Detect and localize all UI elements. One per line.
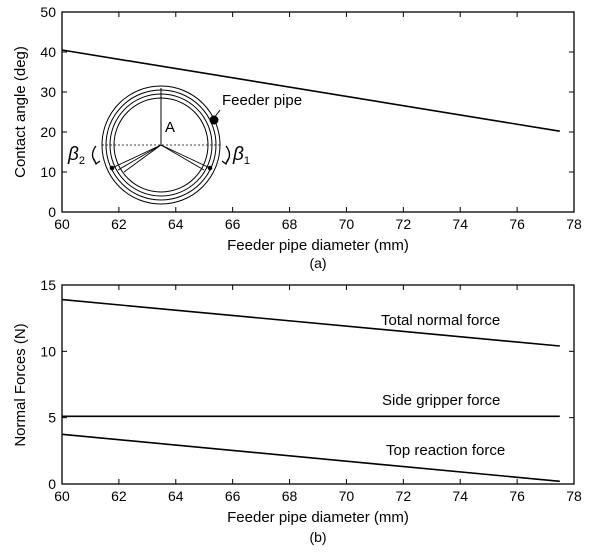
panel-a: 60 62 64 66 68 70 72 74 76 78 0 10 20 30 40 50 Feeder p… — [12, 4, 582, 271]
beta1-symbol: β — [232, 144, 244, 165]
series-line-b-2 — [61, 433, 560, 483]
panel-b: 60 62 64 66 68 70 72 74 76 78 0 5 10 15 Total normal … — [12, 277, 582, 545]
x-tick-label-b-68: 68 — [282, 488, 298, 504]
contact-line-right — [160, 144, 211, 169]
series-label-top-reaction-force: Top reaction force — [386, 442, 505, 459]
x-tick-label-b-76: 76 — [509, 488, 525, 504]
y-tick-label-b-5: 5 — [48, 410, 56, 426]
x-tick-label-a-60: 60 — [54, 216, 70, 232]
x-tick-label-b-72: 72 — [396, 488, 412, 504]
x-tick-label-a-62: 62 — [111, 216, 127, 232]
y-tick-label-a-0: 0 — [48, 204, 56, 220]
beta2-subscript: 2 — [79, 155, 85, 167]
contact-point-left — [109, 165, 115, 171]
plot-frame-b — [61, 284, 575, 485]
y-tick-label-a-20: 20 — [40, 124, 56, 140]
y-tick-label-b-15: 15 — [40, 277, 56, 293]
x-tick-label-b-70: 70 — [339, 488, 355, 504]
inset-label-feeder-pipe: Feeder pipe — [222, 92, 302, 109]
x-tick-label-a-64: 64 — [168, 216, 184, 232]
series-line-a-0 — [61, 49, 560, 132]
series-line-b-0 — [61, 298, 560, 347]
caption-b: (b) — [309, 529, 326, 545]
y-tick-label-a-30: 30 — [40, 84, 56, 100]
x-tick-label-a-70: 70 — [339, 216, 355, 232]
x-tick-label-a-68: 68 — [282, 216, 298, 232]
x-tick-label-b-74: 74 — [452, 488, 468, 504]
x-tick-label-a-74: 74 — [452, 216, 468, 232]
beta1-subscript: 1 — [244, 155, 250, 167]
inset-pipe-diagram — [91, 85, 231, 205]
y-tick-label-a-10: 10 — [40, 164, 56, 180]
ticks-a: 60 62 64 66 68 70 72 74 76 78 0 10 20 30 40 50 — [40, 4, 582, 232]
x-tick-label-b-60: 60 — [54, 488, 70, 504]
ticks-b: 60 62 64 66 68 70 72 74 76 78 0 5 10 15 — [40, 277, 582, 504]
pipe-pointer-dot — [209, 115, 219, 125]
plot-frame-a — [61, 11, 575, 213]
x-tick-label-b-66: 66 — [225, 488, 241, 504]
beta2-arrowhead — [93, 158, 101, 165]
series-lines-a — [61, 49, 560, 132]
series-label-side-gripper-force: Side gripper force — [382, 392, 500, 409]
contact-line-left-3 — [123, 144, 162, 173]
x-tick-label-a-72: 72 — [396, 216, 412, 232]
y-tick-label-b-10: 10 — [40, 343, 56, 359]
contact-line-right-2 — [160, 144, 205, 171]
contact-line-left — [111, 144, 162, 169]
y-axis-label-b: Normal Forces (N) — [12, 323, 29, 446]
x-tick-label-a-76: 76 — [509, 216, 525, 232]
inset-label-beta2: β2 — [67, 144, 85, 167]
contact-line-left-2 — [117, 144, 162, 171]
contact-point-right — [207, 165, 213, 171]
y-tick-label-b-0: 0 — [48, 476, 56, 492]
x-tick-label-a-78: 78 — [566, 216, 582, 232]
x-tick-label-b-78: 78 — [566, 488, 582, 504]
beta1-arrowhead — [221, 158, 229, 165]
x-axis-label-b: Feeder pipe diameter (mm) — [227, 509, 409, 526]
y-axis-label-a: Contact angle (deg) — [12, 46, 29, 178]
caption-a: (a) — [309, 255, 326, 271]
x-axis-label-a: Feeder pipe diameter (mm) — [227, 237, 409, 254]
x-tick-label-a-66: 66 — [225, 216, 241, 232]
y-tick-label-a-40: 40 — [40, 44, 56, 60]
beta2-symbol: β — [67, 144, 79, 165]
x-tick-label-b-64: 64 — [168, 488, 184, 504]
series-lines-b — [61, 298, 560, 483]
series-label-total-normal-force: Total normal force — [381, 312, 500, 329]
x-tick-label-b-62: 62 — [111, 488, 127, 504]
y-tick-label-a-50: 50 — [40, 4, 56, 20]
inset-label-beta1: β1 — [232, 144, 250, 167]
inset-label-A: A — [165, 119, 175, 136]
